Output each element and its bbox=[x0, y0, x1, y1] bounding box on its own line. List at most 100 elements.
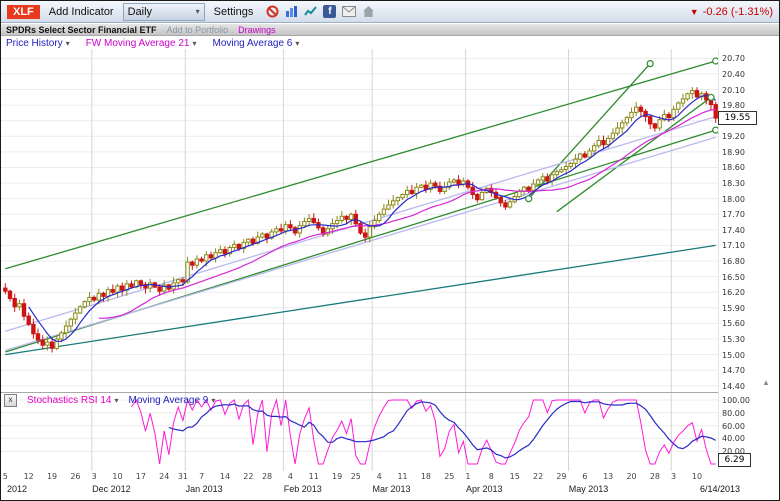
add-to-portfolio-button[interactable]: Add to Portfolio bbox=[166, 24, 229, 35]
stoch-value-box: 6.29 bbox=[718, 452, 751, 467]
last-price-box: 19.55 bbox=[718, 111, 757, 126]
facebook-icon[interactable]: f bbox=[323, 5, 337, 18]
no-entry-icon[interactable] bbox=[266, 5, 279, 18]
legend-stoch-rsi-label: Stochastics RSI 14 bbox=[27, 395, 112, 406]
legend-price-history[interactable]: Price History ▾ bbox=[6, 38, 70, 49]
timeframe-dropdown[interactable]: Daily ▾ bbox=[122, 2, 205, 21]
price-change-text: -0.26 (-1.31%) bbox=[702, 5, 773, 18]
week-label: 28 bbox=[649, 472, 660, 481]
stoch-tick: 60.00 bbox=[722, 421, 745, 431]
price-tick: 17.40 bbox=[722, 225, 745, 235]
legend-price-history-label: Price History bbox=[6, 37, 63, 49]
ma6-line bbox=[28, 94, 717, 343]
week-label: 10 bbox=[691, 472, 703, 481]
price-tick: 17.70 bbox=[722, 210, 745, 220]
week-label: 26 bbox=[70, 472, 81, 481]
instrument-name: SPDRs Select Sector Financial ETF bbox=[6, 24, 157, 35]
week-label: 20 bbox=[626, 472, 637, 481]
price-tick: 20.10 bbox=[722, 85, 745, 95]
month-label: Mar 2013 bbox=[372, 484, 411, 494]
legend-fw-ma21[interactable]: FW Moving Average 21 ▾ bbox=[86, 38, 197, 49]
stoch-rsi-line bbox=[131, 398, 716, 465]
drawing-handle bbox=[525, 195, 533, 203]
chevron-down-icon: ▾ bbox=[211, 396, 216, 405]
stoch-tick: 20.00 bbox=[722, 447, 745, 457]
week-label: 18 bbox=[420, 472, 432, 481]
price-tick: 15.90 bbox=[722, 303, 745, 313]
week-label: 15 bbox=[509, 472, 520, 481]
price-tick: 16.20 bbox=[722, 288, 745, 298]
month-label: Dec 2012 bbox=[92, 484, 131, 494]
stoch-tick: 40.00 bbox=[722, 434, 745, 444]
price-change: ▼ -0.26 (-1.31%) bbox=[690, 6, 773, 18]
price-tick: 14.70 bbox=[722, 366, 745, 376]
axis-separator bbox=[718, 49, 719, 471]
legend-stoch-rsi[interactable]: Stochastics RSI 14 ▾ bbox=[27, 395, 119, 406]
week-label: 19 bbox=[332, 472, 343, 481]
scroll-up-arrow-icon[interactable]: ▲ bbox=[762, 378, 770, 387]
upper-channel-line bbox=[5, 60, 716, 270]
week-label: 13 bbox=[603, 472, 614, 481]
legend-stoch-ma9-label: Moving Average 9 bbox=[128, 395, 209, 406]
week-label: 22 bbox=[532, 472, 544, 481]
drawings-button[interactable]: Drawings bbox=[238, 24, 276, 35]
symbol-badge[interactable]: XLF bbox=[7, 4, 40, 19]
month-label: May 2013 bbox=[568, 484, 609, 494]
price-tick: 18.00 bbox=[722, 194, 745, 204]
stoch-tick: 100.00 bbox=[722, 396, 750, 405]
pane-divider[interactable] bbox=[1, 392, 718, 393]
chevron-down-icon: ▾ bbox=[295, 38, 300, 48]
add-indicator-button[interactable]: Add Indicator bbox=[48, 5, 114, 18]
stoch-tick: 80.00 bbox=[722, 408, 745, 418]
candlesticks bbox=[3, 87, 718, 353]
price-tick: 20.40 bbox=[722, 69, 745, 79]
steep-trendline-1 bbox=[528, 63, 651, 200]
price-tick: 18.60 bbox=[722, 163, 745, 173]
year-label: 2012 bbox=[7, 484, 28, 494]
line-chart-icon[interactable] bbox=[304, 5, 318, 18]
week-label: 1 bbox=[465, 472, 471, 481]
price-tick: 15.00 bbox=[722, 350, 745, 360]
home-icon[interactable] bbox=[362, 5, 375, 18]
month-label: Apr 2013 bbox=[465, 484, 503, 494]
week-label: 11 bbox=[397, 472, 408, 481]
lavender-trendline-1 bbox=[5, 136, 716, 352]
close-indicator-button[interactable]: x bbox=[4, 394, 17, 407]
week-label: 6 bbox=[582, 472, 588, 481]
price-tick: 18.90 bbox=[722, 147, 745, 157]
week-label: 31 bbox=[177, 472, 188, 481]
bar-chart-icon[interactable] bbox=[285, 5, 298, 18]
legend-ma6[interactable]: Moving Average 6 ▾ bbox=[212, 38, 299, 49]
week-label: 5 bbox=[2, 472, 8, 481]
legend-stoch-ma9[interactable]: Moving Average 9 ▾ bbox=[129, 395, 216, 406]
week-label: 25 bbox=[350, 472, 361, 481]
chevron-down-icon: ▾ bbox=[195, 7, 200, 16]
chevron-down-icon: ▾ bbox=[114, 396, 119, 405]
chevron-down-icon: ▾ bbox=[65, 38, 70, 48]
stoch-chart[interactable] bbox=[1, 393, 718, 471]
legend-ma6-label: Moving Average 6 bbox=[212, 37, 293, 49]
week-label: 28 bbox=[261, 472, 273, 481]
week-label: 17 bbox=[135, 472, 146, 481]
toolbar-icons: f bbox=[266, 5, 375, 18]
price-chart[interactable] bbox=[1, 49, 720, 392]
end-date-label: 6/14/2013 bbox=[700, 484, 741, 494]
month-label: Feb 2013 bbox=[283, 484, 322, 494]
week-label: 19 bbox=[46, 472, 58, 481]
price-chart-svg bbox=[1, 49, 720, 392]
price-legend: Price History ▾ FW Moving Average 21 ▾ M… bbox=[1, 37, 304, 49]
ma21-line bbox=[98, 108, 716, 319]
week-label: 4 bbox=[287, 472, 293, 481]
week-label: 4 bbox=[376, 472, 382, 481]
steep-trendline-2 bbox=[556, 96, 712, 213]
email-icon[interactable] bbox=[342, 6, 357, 17]
settings-button[interactable]: Settings bbox=[213, 5, 254, 18]
legend-fw-ma21-label: FW Moving Average 21 bbox=[85, 37, 190, 49]
stoch-legend: x Stochastics RSI 14 ▾ Moving Average 9 … bbox=[4, 394, 215, 407]
timeframe-value: Daily bbox=[127, 5, 153, 18]
price-tick: 16.80 bbox=[722, 257, 745, 267]
price-tick: 19.80 bbox=[722, 101, 745, 111]
month-label: Jan 2013 bbox=[185, 484, 223, 494]
price-tick: 15.60 bbox=[722, 319, 745, 329]
